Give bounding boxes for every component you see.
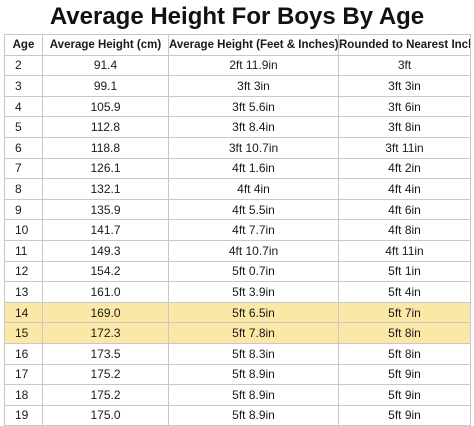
height-feet-inches-cell: 4ft 7.7in bbox=[168, 219, 339, 241]
column-header-age: Age bbox=[4, 34, 43, 56]
age-cell: 12 bbox=[4, 260, 43, 283]
table-row: 11 149.3 4ft 10.7in 4ft 11in bbox=[4, 239, 471, 262]
age-cell: 4 bbox=[4, 95, 43, 118]
age-cell: 9 bbox=[4, 198, 43, 221]
table-row: 14 169.0 5ft 6.5in 5ft 7in bbox=[4, 301, 471, 324]
height-feet-inches-cell: 4ft 1.6in bbox=[168, 157, 339, 180]
height-cm-cell: 175.0 bbox=[42, 404, 169, 426]
page-title: Average Height For Boys By Age bbox=[49, 3, 425, 30]
table-row: 12 154.2 5ft 0.7in 5ft 1in bbox=[4, 260, 471, 283]
height-feet-inches-cell: 4ft 5.5in bbox=[168, 198, 339, 221]
age-cell: 18 bbox=[4, 384, 43, 406]
height-cm-cell: 91.4 bbox=[42, 54, 169, 77]
rounded-height-cell: 3ft bbox=[338, 54, 471, 77]
height-feet-inches-cell: 3ft 8.4in bbox=[168, 116, 339, 138]
table-header-row: Age Average Height (cm) Average Height (… bbox=[4, 34, 471, 56]
height-cm-cell: 118.8 bbox=[42, 136, 169, 159]
rounded-height-cell: 5ft 9in bbox=[338, 404, 471, 426]
age-cell: 8 bbox=[4, 178, 43, 200]
rounded-height-cell: 4ft 11in bbox=[338, 239, 471, 262]
age-cell: 5 bbox=[4, 116, 43, 138]
age-cell: 11 bbox=[4, 239, 43, 262]
age-cell: 14 bbox=[4, 301, 43, 324]
height-cm-cell: 175.2 bbox=[42, 384, 169, 406]
table-row: 2 91.4 2ft 11.9in 3ft bbox=[4, 54, 471, 77]
age-cell: 3 bbox=[4, 75, 43, 97]
rounded-height-cell: 4ft 6in bbox=[338, 198, 471, 221]
rounded-height-cell: 3ft 3in bbox=[338, 75, 471, 97]
height-cm-cell: 126.1 bbox=[42, 157, 169, 180]
table-body: 2 91.4 2ft 11.9in 3ft 3 99.1 3ft 3in 3ft 3in 4 10… bbox=[4, 54, 471, 426]
age-cell: 17 bbox=[4, 363, 43, 386]
rounded-height-cell: 4ft 4in bbox=[338, 178, 471, 200]
column-header-height-feet-inches: Average Height (Feet & Inches) bbox=[168, 34, 339, 56]
table-row: 17 175.2 5ft 8.9in 5ft 9in bbox=[4, 363, 471, 386]
rounded-height-cell: 5ft 1in bbox=[338, 260, 471, 283]
column-header-rounded: Rounded to Nearest Inch bbox=[338, 34, 471, 56]
height-cm-cell: 161.0 bbox=[42, 281, 169, 303]
rounded-height-cell: 4ft 8in bbox=[338, 219, 471, 241]
height-feet-inches-cell: 5ft 6.5in bbox=[168, 301, 339, 324]
height-cm-cell: 105.9 bbox=[42, 95, 169, 118]
table-row: 16 173.5 5ft 8.3in 5ft 8in bbox=[4, 342, 471, 365]
rounded-height-cell: 3ft 8in bbox=[338, 116, 471, 138]
height-cm-cell: 132.1 bbox=[42, 178, 169, 200]
height-cm-cell: 172.3 bbox=[42, 322, 169, 344]
rounded-height-cell: 5ft 7in bbox=[338, 301, 471, 324]
table-row: 3 99.1 3ft 3in 3ft 3in bbox=[4, 75, 471, 97]
height-feet-inches-cell: 4ft 10.7in bbox=[168, 239, 339, 262]
age-cell: 10 bbox=[4, 219, 43, 241]
height-table: Age Average Height (cm) Average Height (… bbox=[4, 34, 471, 426]
table-row: 15 172.3 5ft 7.8in 5ft 8in bbox=[4, 322, 471, 344]
rounded-height-cell: 5ft 9in bbox=[338, 384, 471, 406]
height-feet-inches-cell: 5ft 8.3in bbox=[168, 342, 339, 365]
height-cm-cell: 169.0 bbox=[42, 301, 169, 324]
age-cell: 6 bbox=[4, 136, 43, 159]
rounded-height-cell: 5ft 9in bbox=[338, 363, 471, 386]
height-cm-cell: 154.2 bbox=[42, 260, 169, 283]
table-row: 7 126.1 4ft 1.6in 4ft 2in bbox=[4, 157, 471, 180]
height-cm-cell: 149.3 bbox=[42, 239, 169, 262]
column-header-height-cm: Average Height (cm) bbox=[42, 34, 169, 56]
table-row: 4 105.9 3ft 5.6in 3ft 6in bbox=[4, 95, 471, 118]
table-row: 5 112.8 3ft 8.4in 3ft 8in bbox=[4, 116, 471, 138]
height-feet-inches-cell: 5ft 8.9in bbox=[168, 363, 339, 386]
height-cm-cell: 99.1 bbox=[42, 75, 169, 97]
age-cell: 13 bbox=[4, 281, 43, 303]
rounded-height-cell: 5ft 4in bbox=[338, 281, 471, 303]
height-cm-cell: 135.9 bbox=[42, 198, 169, 221]
height-cm-cell: 112.8 bbox=[42, 116, 169, 138]
rounded-height-cell: 5ft 8in bbox=[338, 322, 471, 344]
age-cell: 16 bbox=[4, 342, 43, 365]
height-feet-inches-cell: 5ft 8.9in bbox=[168, 404, 339, 426]
height-feet-inches-cell: 5ft 3.9in bbox=[168, 281, 339, 303]
height-feet-inches-cell: 5ft 8.9in bbox=[168, 384, 339, 406]
age-cell: 15 bbox=[4, 322, 43, 344]
height-feet-inches-cell: 3ft 5.6in bbox=[168, 95, 339, 118]
table-row: 6 118.8 3ft 10.7in 3ft 11in bbox=[4, 136, 471, 159]
rounded-height-cell: 4ft 2in bbox=[338, 157, 471, 180]
height-feet-inches-cell: 2ft 11.9in bbox=[168, 54, 339, 77]
rounded-height-cell: 3ft 11in bbox=[338, 136, 471, 159]
table-row: 13 161.0 5ft 3.9in 5ft 4in bbox=[4, 281, 471, 303]
height-cm-cell: 141.7 bbox=[42, 219, 169, 241]
height-cm-cell: 175.2 bbox=[42, 363, 169, 386]
page: Average Height For Boys By Age Age Avera… bbox=[4, 3, 471, 426]
height-feet-inches-cell: 3ft 10.7in bbox=[168, 136, 339, 159]
table-row: 9 135.9 4ft 5.5in 4ft 6in bbox=[4, 198, 471, 221]
age-cell: 19 bbox=[4, 404, 43, 426]
height-feet-inches-cell: 5ft 7.8in bbox=[168, 322, 339, 344]
table-row: 8 132.1 4ft 4in 4ft 4in bbox=[4, 178, 471, 200]
height-cm-cell: 173.5 bbox=[42, 342, 169, 365]
age-cell: 7 bbox=[4, 157, 43, 180]
age-cell: 2 bbox=[4, 54, 43, 77]
table-row: 10 141.7 4ft 7.7in 4ft 8in bbox=[4, 219, 471, 241]
table-row: 18 175.2 5ft 8.9in 5ft 9in bbox=[4, 384, 471, 406]
height-feet-inches-cell: 4ft 4in bbox=[168, 178, 339, 200]
table-row: 19 175.0 5ft 8.9in 5ft 9in bbox=[4, 404, 471, 426]
height-feet-inches-cell: 3ft 3in bbox=[168, 75, 339, 97]
rounded-height-cell: 3ft 6in bbox=[338, 95, 471, 118]
height-feet-inches-cell: 5ft 0.7in bbox=[168, 260, 339, 283]
rounded-height-cell: 5ft 8in bbox=[338, 342, 471, 365]
